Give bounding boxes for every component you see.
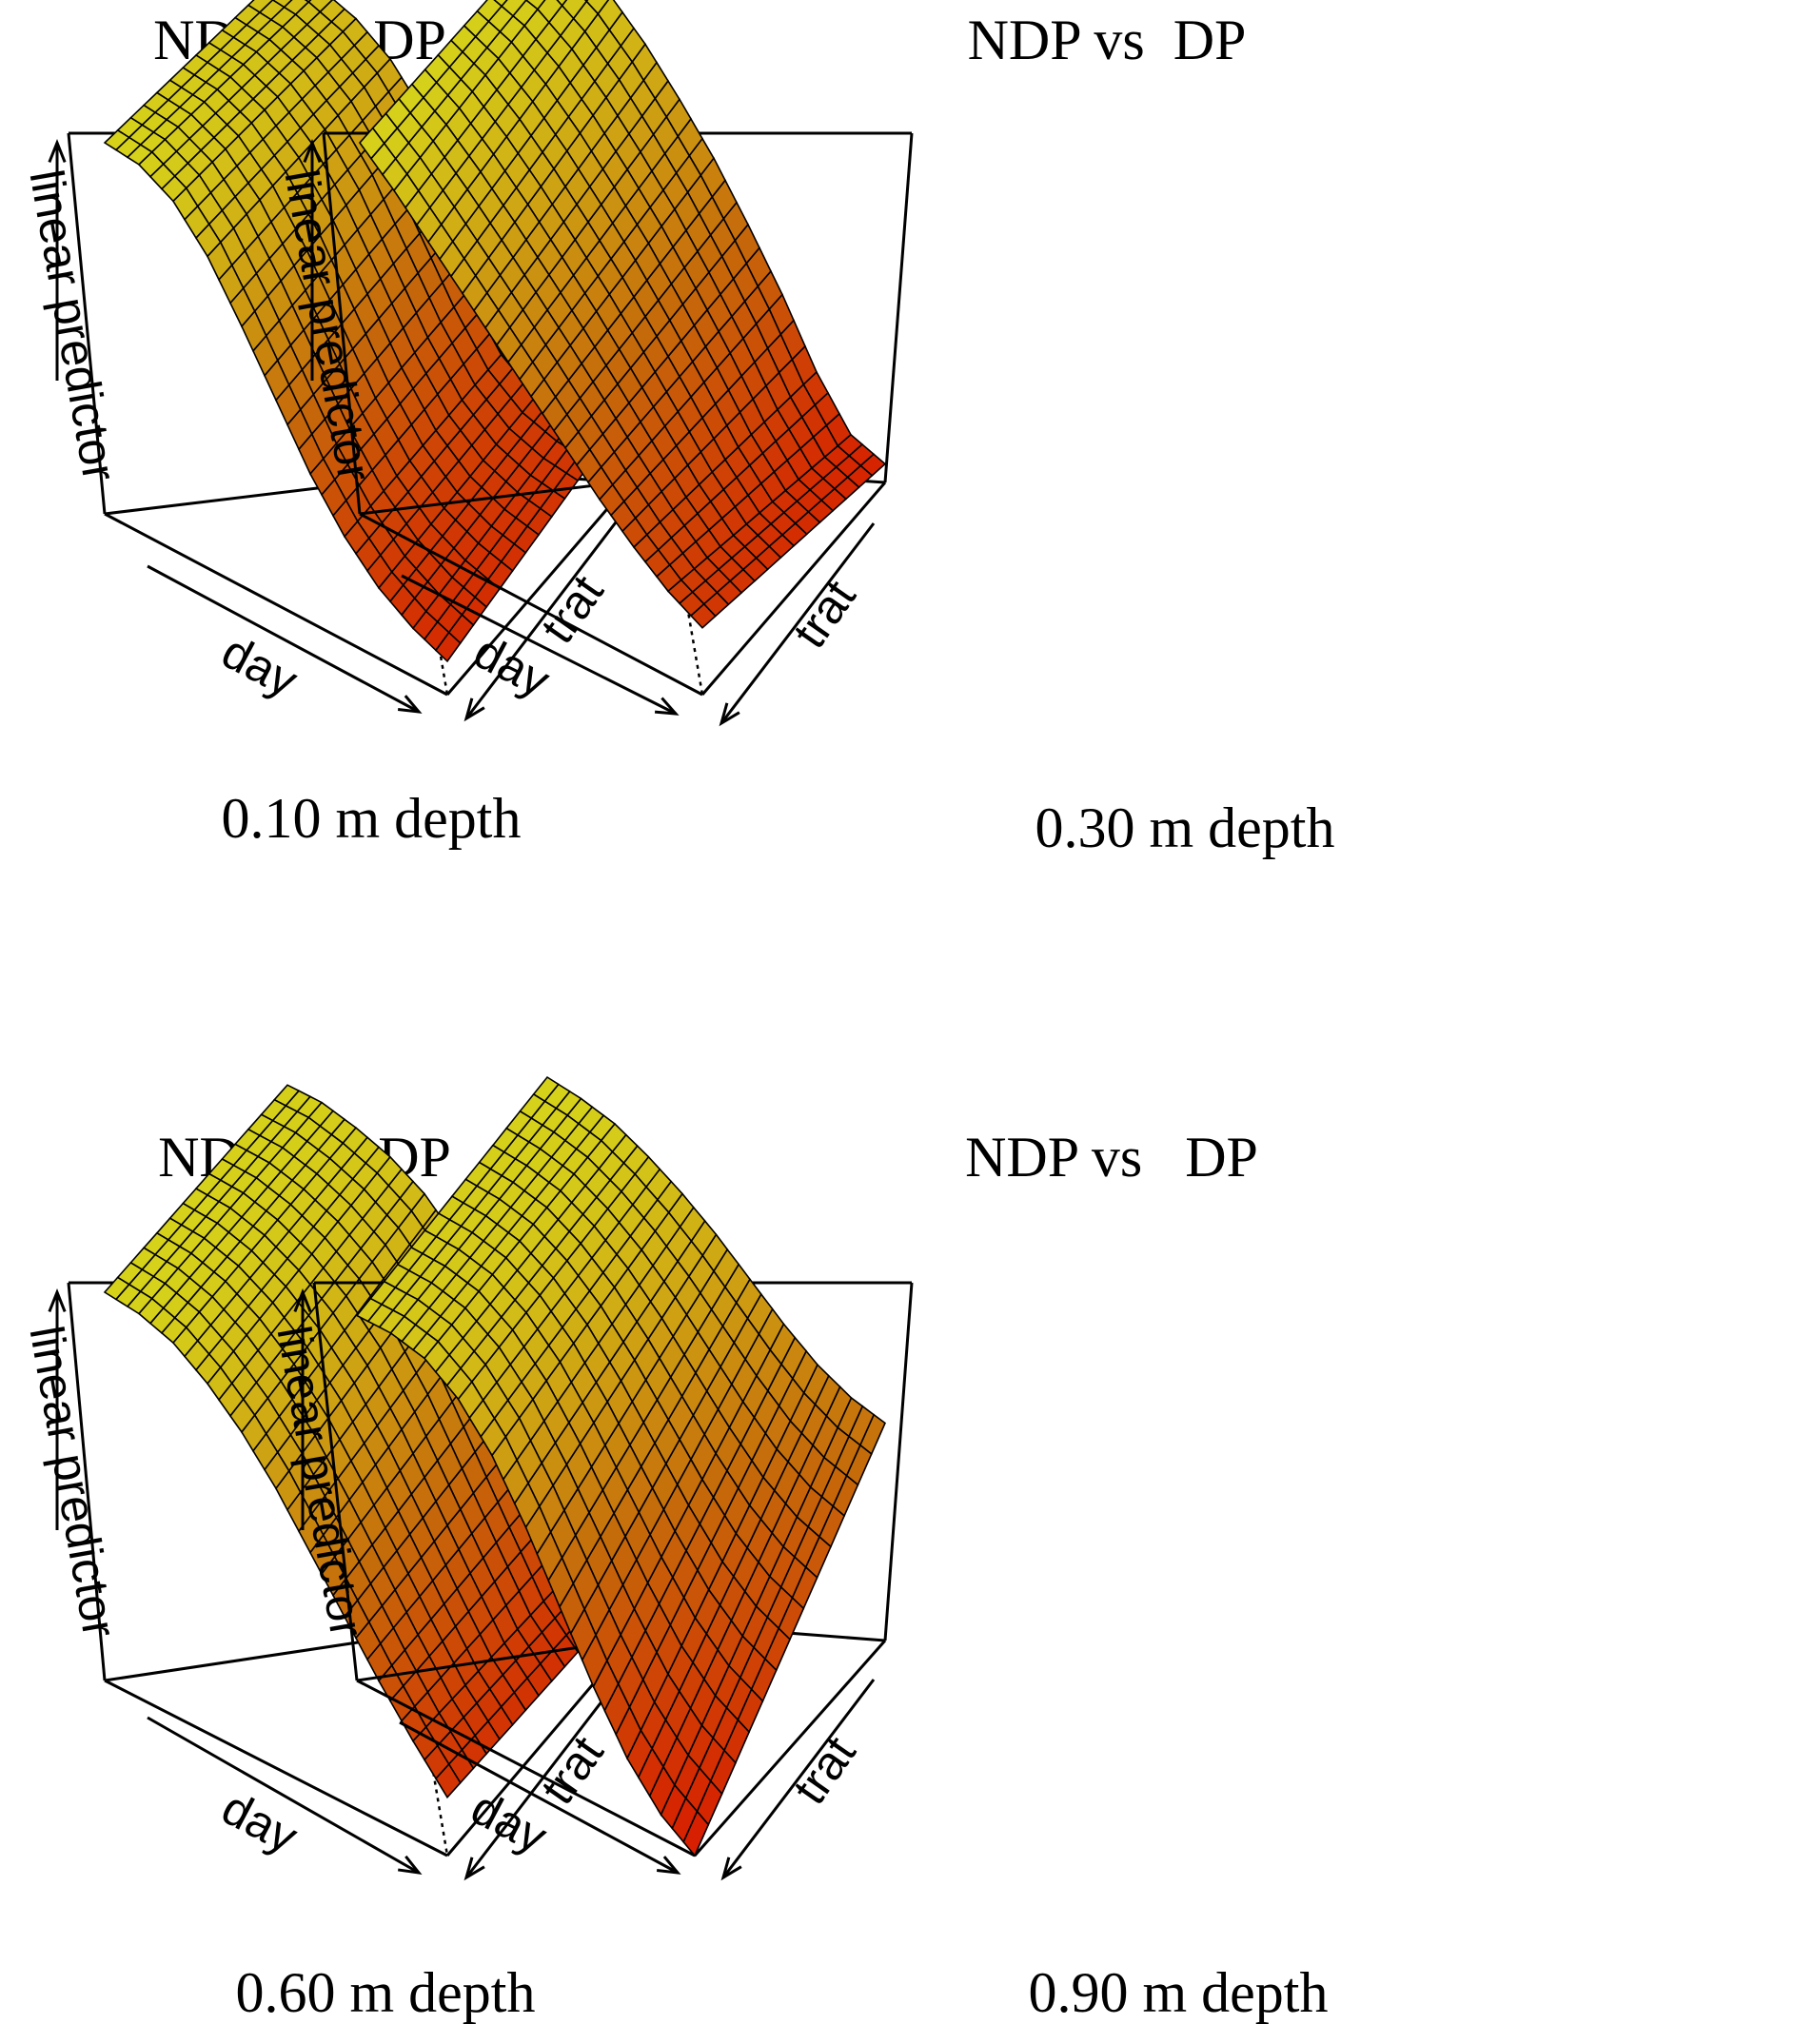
box-front-bottom-edge — [359, 512, 703, 697]
box-right-bottom-edge — [445, 482, 632, 696]
plot-title: NDP vs DP — [968, 9, 1247, 71]
trat-axis-arrow-head — [720, 1857, 742, 1881]
z-axis-label: linear predictor — [19, 1322, 127, 1641]
plot-title: NDP vs DP — [965, 1126, 1258, 1189]
plot-panel-4: NDP vs DP 0.90 m depth linear predictor d… — [266, 1022, 1814, 2044]
axis-arrows — [48, 1287, 621, 1881]
box-right-bottom-edge — [693, 1640, 887, 1857]
axis-arrows — [303, 138, 876, 727]
day-axis-arrow — [147, 564, 420, 714]
plot-panel-2: NDP vs DP 0.30 m depth linear predictor d… — [274, 0, 1814, 1022]
box-front-bottom-edge — [104, 1679, 448, 1857]
box-front-bottom-edge — [104, 512, 448, 697]
box-left-edge — [67, 1282, 107, 1681]
day-axis-arrow — [401, 574, 677, 716]
trat-axis-arrow — [720, 522, 876, 724]
trat-axis-arrow-head — [463, 698, 485, 722]
z-axis-arrow-head — [48, 138, 67, 163]
box-front-bottom-edge — [356, 1679, 696, 1857]
x-axis-label: day — [213, 624, 306, 707]
surface-facet — [682, 1810, 710, 1857]
box-left-edge — [67, 132, 107, 515]
trat-axis-arrow-head — [463, 1857, 485, 1881]
plot-caption: 0.90 m depth — [1029, 1961, 1329, 2024]
surface-plot-0-30m: NDP vs DP 0.30 m depth linear predictord… — [274, 0, 1335, 859]
box-left-edge — [312, 1282, 359, 1681]
axis-arrows — [48, 138, 621, 722]
plot-caption: 0.60 m depth — [236, 1961, 536, 2024]
day-axis-arrow-head — [397, 695, 423, 714]
day-axis-arrow — [147, 1716, 420, 1875]
day-axis-arrow-head — [654, 697, 680, 716]
trat-axis-arrow-head — [719, 702, 740, 727]
day-axis-arrow — [399, 1720, 679, 1875]
trat-axis-arrow — [464, 1679, 621, 1878]
axis-arrows — [293, 1287, 876, 1881]
surface-mesh — [358, 0, 887, 629]
day-axis-arrow-head — [656, 1856, 681, 1875]
plot-caption: 0.10 m depth — [222, 787, 522, 850]
surface-mesh — [355, 1075, 886, 1857]
day-axis-arrow-head — [398, 1855, 423, 1876]
surface-plot-0-90m: NDP vs DP 0.90 m depth linear predictord… — [266, 1075, 1329, 2024]
surface-facet — [689, 602, 717, 629]
surface-facet — [434, 631, 462, 663]
plot-caption: 0.30 m depth — [1035, 796, 1335, 859]
z-axis-label: linear predictor — [19, 166, 127, 484]
box-right-edge — [883, 132, 914, 483]
box-right-bottom-edge — [700, 482, 887, 696]
surface-facet — [435, 1762, 462, 1799]
z-axis-arrow-head — [293, 1287, 312, 1312]
trat-axis-arrow — [721, 1679, 876, 1878]
trat-axis-arrow — [464, 518, 621, 719]
z-axis-arrow-head — [303, 138, 322, 163]
box-right-edge — [883, 1282, 914, 1641]
z-axis-arrow-head — [48, 1287, 67, 1312]
x-axis-label: day — [213, 1780, 306, 1863]
box-left-edge — [322, 132, 362, 515]
